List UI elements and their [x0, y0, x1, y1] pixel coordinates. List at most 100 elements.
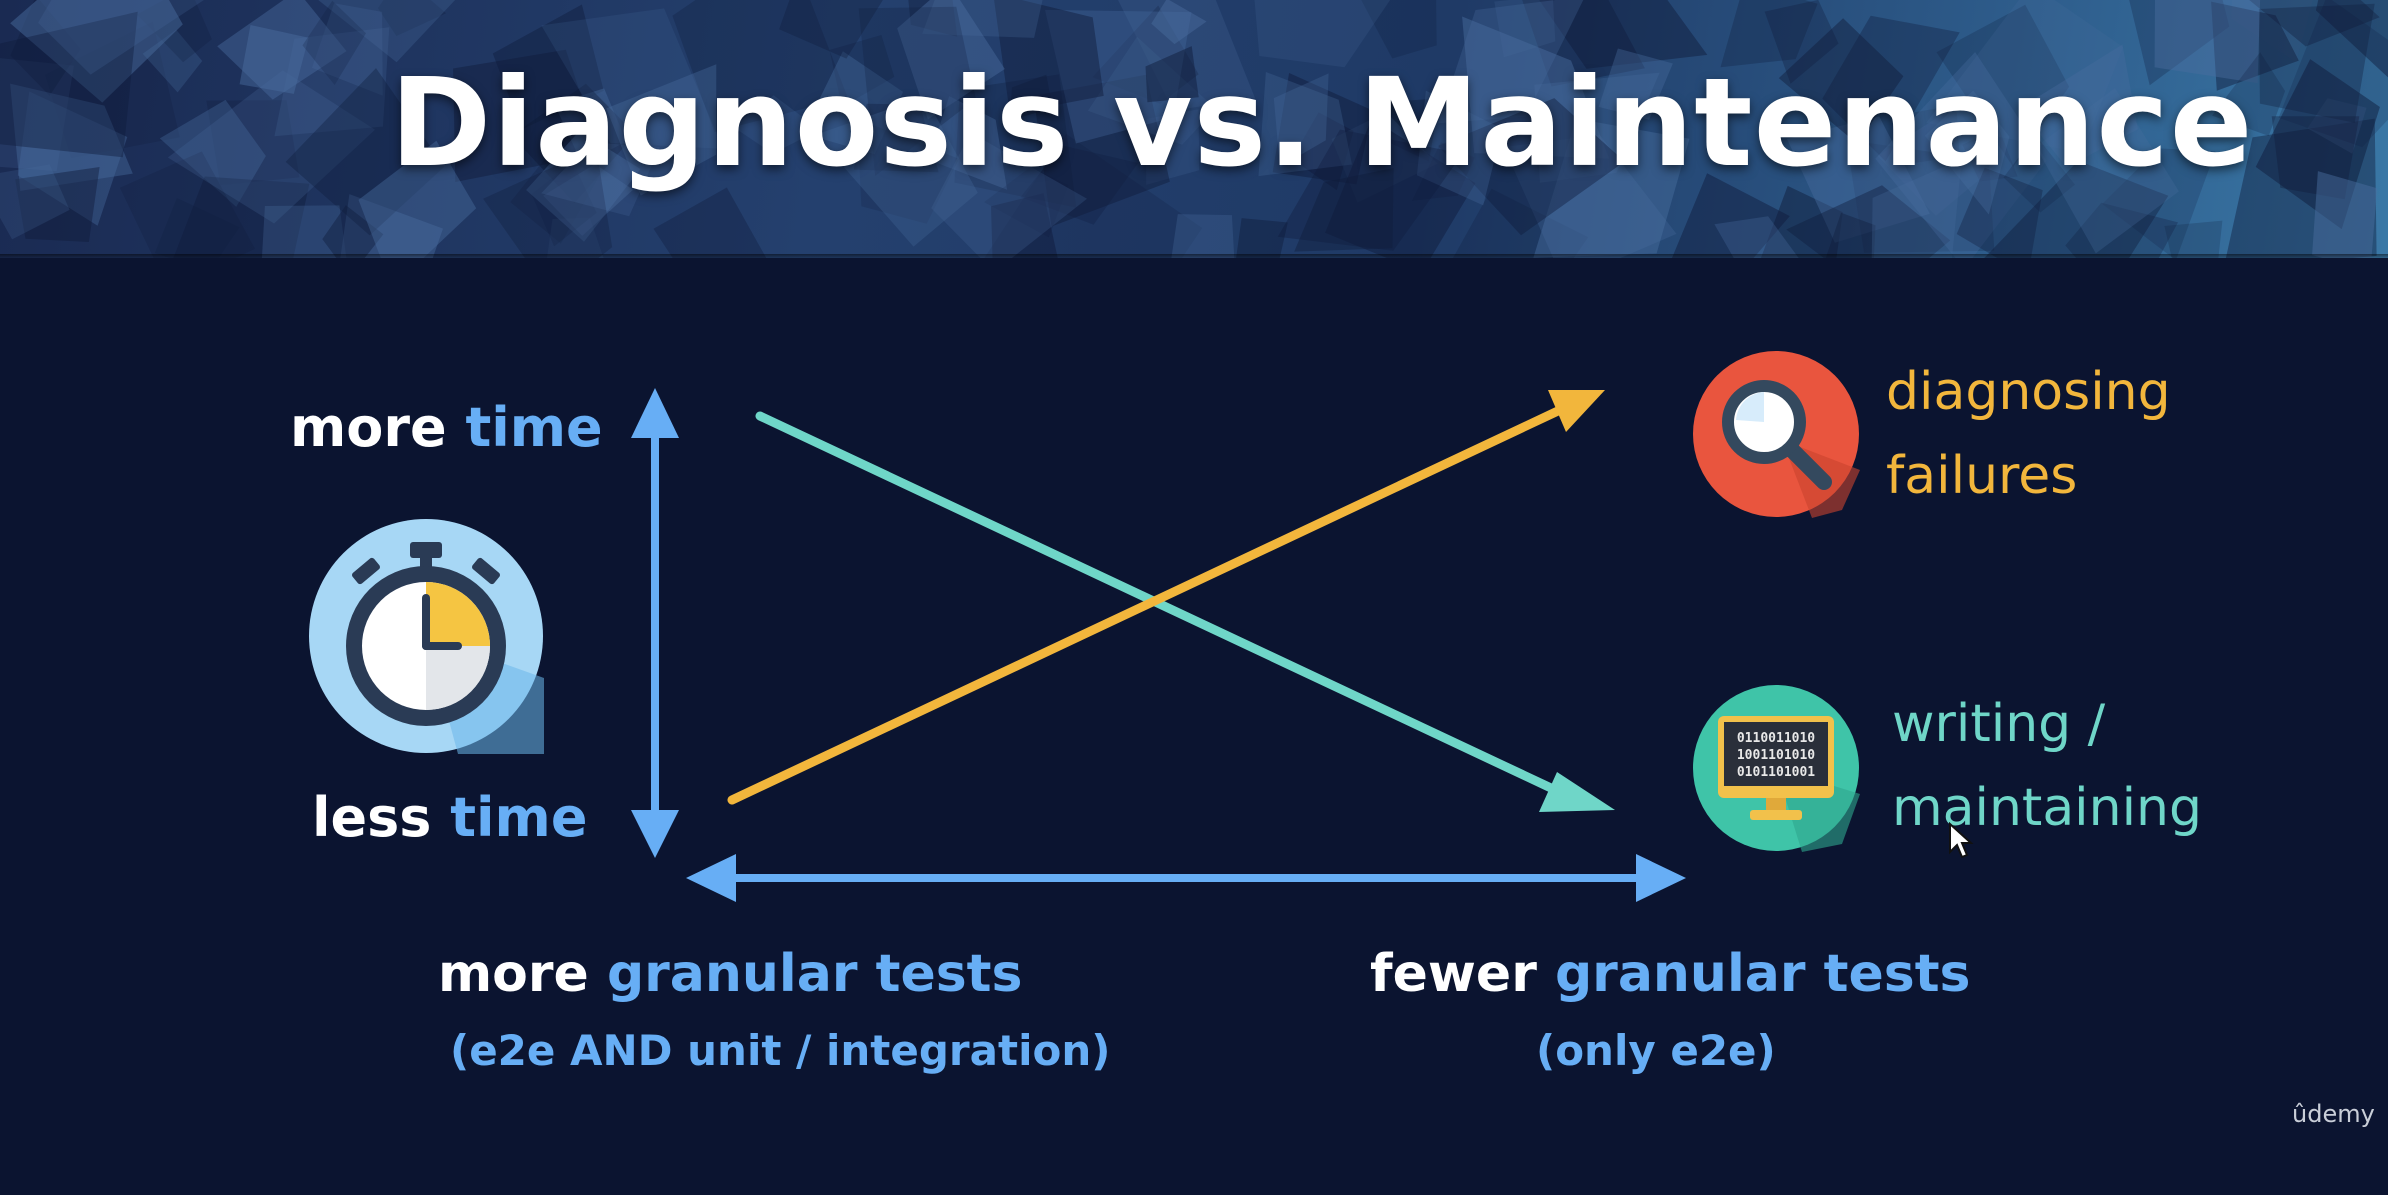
banner-shard: [1009, 74, 1053, 121]
banner-shard: [483, 147, 613, 258]
banner-shard: [1438, 0, 1584, 124]
header-banner: Diagnosis vs. Maintenance: [0, 0, 2388, 258]
y-axis-bottom-label: less time: [312, 786, 587, 849]
banner-shard: [1416, 90, 1503, 206]
banner-shard: [1045, 9, 1192, 144]
banner-shard: [510, 151, 601, 244]
banner-shard: [1277, 129, 1463, 251]
banner-shard: [15, 167, 100, 242]
banner-shard: [173, 176, 310, 258]
banner-shard: [274, 27, 390, 137]
banner-shard: [340, 194, 443, 258]
banner-shard: [815, 96, 978, 247]
diagnosing-label-line-1: diagnosing: [1886, 362, 2171, 422]
banner-shard: [897, 0, 1005, 120]
banner-shard: [2312, 171, 2378, 258]
banner-shard: [261, 205, 347, 258]
banner-shard: [312, 3, 383, 96]
banner-shard: [453, 49, 601, 182]
banner-shard: [10, 83, 133, 191]
banner-shard: [377, 0, 446, 36]
banner-shard: [1956, 167, 2043, 258]
banner-shard: [1533, 118, 1690, 258]
banner-shard: [206, 100, 300, 186]
banner-shard: [541, 8, 723, 149]
banner-shard: [554, 88, 627, 165]
banner-shard: [908, 0, 958, 37]
writing-label-line-1: writing /: [1892, 694, 2106, 754]
x-axis-arrow: [686, 854, 1686, 902]
banner-shard: [0, 164, 70, 240]
banner-shard: [1361, 0, 1437, 59]
diagnosing-label-line-2: failures: [1886, 446, 2078, 506]
banner-shard: [1903, 105, 1960, 164]
writing-label-line-2: maintaining: [1892, 778, 2202, 838]
diagnosing-failures-label: diagnosing failures: [1886, 350, 2171, 518]
banner-shard: [1092, 5, 1199, 104]
banner-shard: [954, 74, 1077, 208]
banner-shard: [119, 151, 255, 258]
banner-shard: [1787, 116, 1930, 243]
banner-shard: [1171, 214, 1235, 258]
y-bottom-unit: time: [450, 786, 588, 849]
x-axis-right-label: fewer granular tests: [1370, 944, 1971, 1004]
maintaining-trend-arrow: [755, 411, 1615, 812]
monitor-screen-line-2: 1001101010: [1737, 748, 1815, 763]
banner-shard: [672, 0, 848, 133]
banner-shard: [2225, 118, 2377, 258]
banner-shard: [1145, 46, 1199, 103]
banner-shard: [994, 0, 1104, 114]
banner-shard: [1494, 0, 1556, 58]
banner-shard: [1846, 139, 1995, 253]
x-left-rest: granular tests: [606, 944, 1023, 1004]
banner-shard: [1822, 15, 1960, 162]
banner-shard: [1778, 18, 1904, 144]
banner-shard: [1146, 109, 1200, 185]
banner-shard: [1871, 158, 1962, 258]
banner-shard: [142, 29, 203, 93]
banner-shard: [2102, 148, 2216, 258]
x-right-word: fewer: [1370, 944, 1537, 1004]
banner-shard: [779, 0, 883, 59]
banner-shard: [1598, 48, 1673, 120]
banner-shard: [991, 193, 1058, 258]
banner-shard: [1786, 185, 1951, 258]
banner-shard: [1503, 134, 1677, 258]
banner-shard: [531, 161, 597, 247]
banner-shard: [1020, 145, 1139, 225]
banner-shard: [802, 51, 903, 155]
banner-shard: [1411, 142, 1475, 201]
banner-texture: [0, 0, 2388, 258]
banner-shard: [2307, 98, 2367, 154]
mouse-cursor-icon: [1949, 822, 1974, 859]
banner-shard: [239, 25, 309, 94]
banner-shard: [1151, 0, 1207, 45]
banner-shard: [1294, 168, 1394, 252]
y-axis-top-label: more time: [290, 396, 603, 459]
banner-shard: [1033, 74, 1170, 227]
y-axis-arrow: [631, 388, 679, 858]
banner-shard: [0, 11, 138, 158]
banner-shard: [511, 83, 636, 204]
banner-shard: [1924, 90, 2010, 215]
banner-shard: [159, 99, 266, 207]
banner-shard: [541, 142, 661, 217]
banner-shard: [2065, 202, 2178, 258]
banner-shard: [1534, 72, 1660, 183]
stopwatch-icon: [308, 518, 544, 758]
banner-shard: [984, 167, 1069, 238]
banner-shard: [285, 68, 445, 236]
banner-shard: [526, 130, 641, 242]
banner-shard: [1272, 73, 1374, 185]
banner-shard: [2003, 135, 2075, 213]
banner-shard: [1325, 119, 1476, 258]
banner-shard: [2211, 1, 2299, 91]
x-axis-left-sublabel: (e2e AND unit / integration): [450, 1026, 1111, 1075]
banner-shard: [2231, 0, 2313, 63]
banner-shard: [732, 95, 820, 154]
banner-shard: [1825, 212, 1876, 258]
banner-shard: [1936, 4, 2070, 168]
banner-shard: [2129, 0, 2230, 86]
banner-shard: [2271, 116, 2360, 200]
